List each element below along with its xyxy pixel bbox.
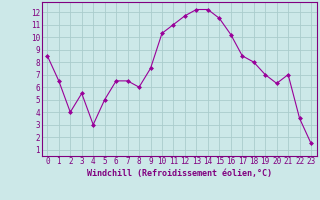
- X-axis label: Windchill (Refroidissement éolien,°C): Windchill (Refroidissement éolien,°C): [87, 169, 272, 178]
